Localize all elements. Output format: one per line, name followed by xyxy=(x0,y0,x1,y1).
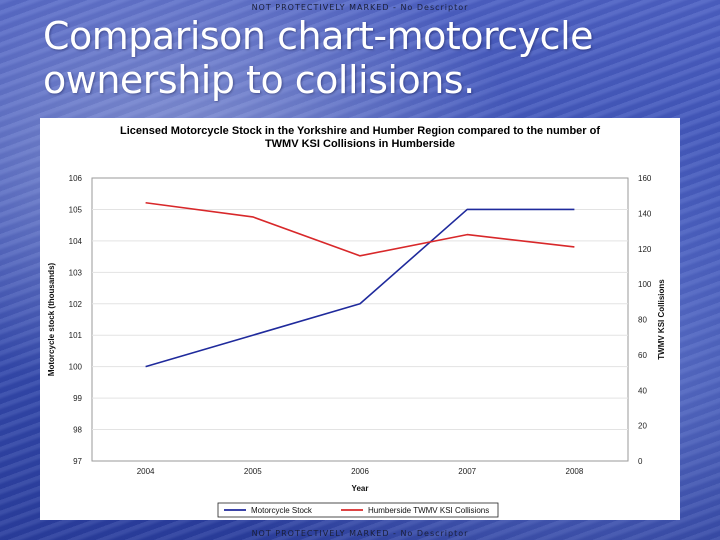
y-left-tick-label: 106 xyxy=(69,174,83,183)
slide-title-line-2: ownership to collisions. xyxy=(43,58,475,102)
chart-title-line-2: TWMV KSI Collisions in Humberside xyxy=(264,138,456,150)
x-tick-label: 2004 xyxy=(137,467,155,476)
y-left-axis-label: Motorcycle stock (thousands) xyxy=(47,262,56,376)
x-tick-label: 2007 xyxy=(458,467,476,476)
y-left-tick-label: 105 xyxy=(69,205,83,214)
y-left-tick-label: 100 xyxy=(69,363,83,372)
y-left-tick-label: 103 xyxy=(69,268,83,277)
y-right-tick-label: 80 xyxy=(638,316,647,325)
legend-label-2: Humberside TWMV KSI Collisions xyxy=(368,506,489,515)
y-left-tick-label: 102 xyxy=(69,300,83,309)
x-tick-label: 2006 xyxy=(351,467,369,476)
y-left-tick-label: 101 xyxy=(69,331,83,340)
chart-title-line-1: Licensed Motorcycle Stock in the Yorkshi… xyxy=(119,125,600,137)
y-right-tick-label: 20 xyxy=(638,422,647,431)
y-left-tick-label: 99 xyxy=(73,394,82,403)
y-right-tick-label: 160 xyxy=(638,174,652,183)
line-chart: 97 98 99 100 101 102 103 104 105 106 0 20 40 60 80 100 1… xyxy=(47,174,666,518)
y-right-axis-label: TWMV KSI Collisions xyxy=(657,279,666,360)
y-right-tick-label: 0 xyxy=(638,457,643,466)
chart-panel: 97 98 99 100 101 102 103 104 105 106 0 20 40 60 80 100 1… xyxy=(40,118,680,520)
chart-title: Licensed Motorcycle Stock in the Yorkshi… xyxy=(40,125,680,151)
y-left-tick-label: 104 xyxy=(69,237,83,246)
y-right-tick-label: 100 xyxy=(638,280,652,289)
slide-title: Comparison chart-motorcycle ownership to… xyxy=(43,14,683,102)
x-tick-label: 2008 xyxy=(566,467,584,476)
y-right-tick-label: 40 xyxy=(638,386,647,395)
protective-marking-top: NOT PROTECTIVELY MARKED - No Descriptor xyxy=(251,3,469,12)
series-line-1 xyxy=(145,208,575,368)
protective-marking-bottom: NOT PROTECTIVELY MARKED - No Descriptor xyxy=(251,529,469,538)
y-right-tick-label: 140 xyxy=(638,209,652,218)
x-tick-label: 2005 xyxy=(244,467,262,476)
x-axis-label: Year xyxy=(352,484,369,493)
y-right-tick-label: 60 xyxy=(638,351,647,360)
plot-area xyxy=(91,177,629,462)
slide-title-line-1: Comparison chart-motorcycle xyxy=(43,14,594,58)
y-left-tick-label: 97 xyxy=(73,457,82,466)
legend-label-1: Motorcycle Stock xyxy=(251,506,313,515)
series-line-2 xyxy=(145,201,575,257)
y-left-tick-label: 98 xyxy=(73,426,82,435)
y-right-tick-label: 120 xyxy=(638,245,652,254)
